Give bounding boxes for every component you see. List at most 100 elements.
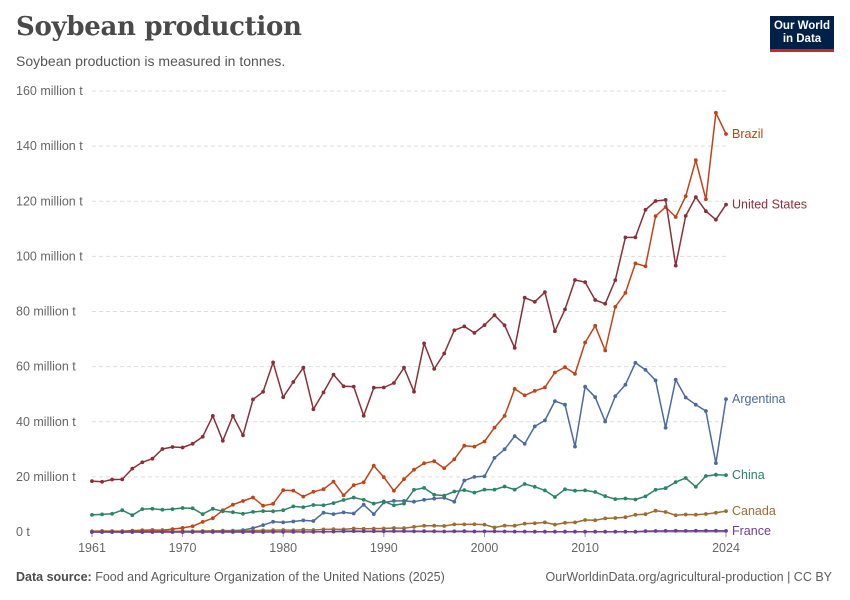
data-point <box>432 496 437 501</box>
data-point <box>482 323 487 327</box>
data-point <box>90 530 94 534</box>
data-point <box>351 511 356 516</box>
data-point <box>704 209 708 214</box>
data-point <box>120 530 125 534</box>
data-point <box>704 474 708 478</box>
data-point <box>231 502 235 507</box>
data-point <box>633 235 638 240</box>
data-point <box>532 521 537 526</box>
data-point <box>563 520 567 525</box>
series-united-states[interactable] <box>90 195 728 484</box>
y-tick-label: 80 million t <box>16 305 76 319</box>
data-point <box>311 530 316 534</box>
data-point <box>643 512 648 517</box>
data-point <box>522 482 527 486</box>
data-point <box>291 530 296 534</box>
data-point <box>663 425 668 430</box>
data-point <box>100 530 104 534</box>
data-point <box>452 328 457 333</box>
data-point <box>512 487 517 492</box>
data-point <box>633 497 638 502</box>
data-point <box>482 474 487 479</box>
data-point <box>361 497 366 502</box>
data-point <box>291 380 296 384</box>
data-point <box>392 526 396 530</box>
series-label: China <box>732 468 765 482</box>
data-point <box>683 214 688 218</box>
data-point <box>553 370 557 375</box>
credit-link[interactable]: OurWorldinData.org/agricultural-producti… <box>545 570 832 584</box>
owid-logo[interactable]: Our World in Data <box>770 16 834 52</box>
data-point <box>432 459 437 464</box>
data-point <box>351 529 356 533</box>
data-point <box>693 512 698 517</box>
data-point <box>603 419 608 424</box>
data-point <box>724 202 728 207</box>
series-canada[interactable] <box>90 508 728 534</box>
data-point <box>220 509 225 514</box>
data-point <box>532 299 537 304</box>
data-point <box>492 425 497 430</box>
y-tick-label: 20 million t <box>16 470 76 484</box>
data-point <box>412 529 416 534</box>
data-point <box>210 530 215 534</box>
data-point <box>281 508 286 513</box>
data-point <box>180 526 185 530</box>
data-point <box>462 522 467 527</box>
x-tick-label: 1970 <box>169 541 197 555</box>
data-point <box>563 529 567 534</box>
data-point <box>502 484 507 489</box>
data-point <box>573 520 577 525</box>
data-point <box>583 280 587 284</box>
data-point <box>492 529 497 534</box>
series-line <box>91 196 727 483</box>
data-point <box>321 503 326 508</box>
data-point <box>160 447 165 451</box>
data-point <box>331 501 336 505</box>
data-point <box>663 529 668 533</box>
data-point <box>663 486 668 491</box>
series-line <box>92 362 727 533</box>
data-point <box>593 298 598 302</box>
data-point <box>190 530 195 534</box>
data-point <box>623 529 628 534</box>
series-france[interactable] <box>90 528 728 534</box>
data-point <box>130 466 135 471</box>
data-point <box>633 529 638 534</box>
data-point <box>301 518 306 523</box>
data-point <box>190 506 195 511</box>
data-point <box>603 516 608 521</box>
data-point <box>683 512 688 517</box>
data-point <box>140 530 145 534</box>
data-point <box>482 439 487 444</box>
data-point <box>160 507 165 512</box>
data-point <box>301 505 306 510</box>
data-point <box>643 494 648 499</box>
data-point <box>704 409 708 413</box>
data-source: Data source: Food and Agriculture Organi… <box>16 570 445 584</box>
data-point <box>231 414 235 418</box>
data-point <box>512 529 517 534</box>
data-point <box>341 510 346 515</box>
data-point <box>241 530 245 534</box>
data-point <box>472 522 477 527</box>
data-point <box>553 522 557 527</box>
data-point <box>452 489 457 494</box>
series-brazil[interactable] <box>90 110 728 534</box>
data-point <box>140 460 145 465</box>
data-point <box>100 512 104 517</box>
data-point <box>683 476 688 480</box>
data-point <box>281 395 286 400</box>
data-point <box>482 529 487 534</box>
data-point <box>553 399 557 403</box>
data-point <box>331 479 336 484</box>
data-point <box>643 264 648 269</box>
data-point <box>613 516 618 520</box>
data-point <box>422 461 426 466</box>
data-source-text[interactable]: Food and Agriculture Organization of the… <box>95 570 445 584</box>
series-china[interactable] <box>90 472 728 518</box>
data-point <box>361 529 366 534</box>
data-point <box>381 499 386 504</box>
data-point <box>623 235 628 240</box>
data-point <box>392 488 396 493</box>
